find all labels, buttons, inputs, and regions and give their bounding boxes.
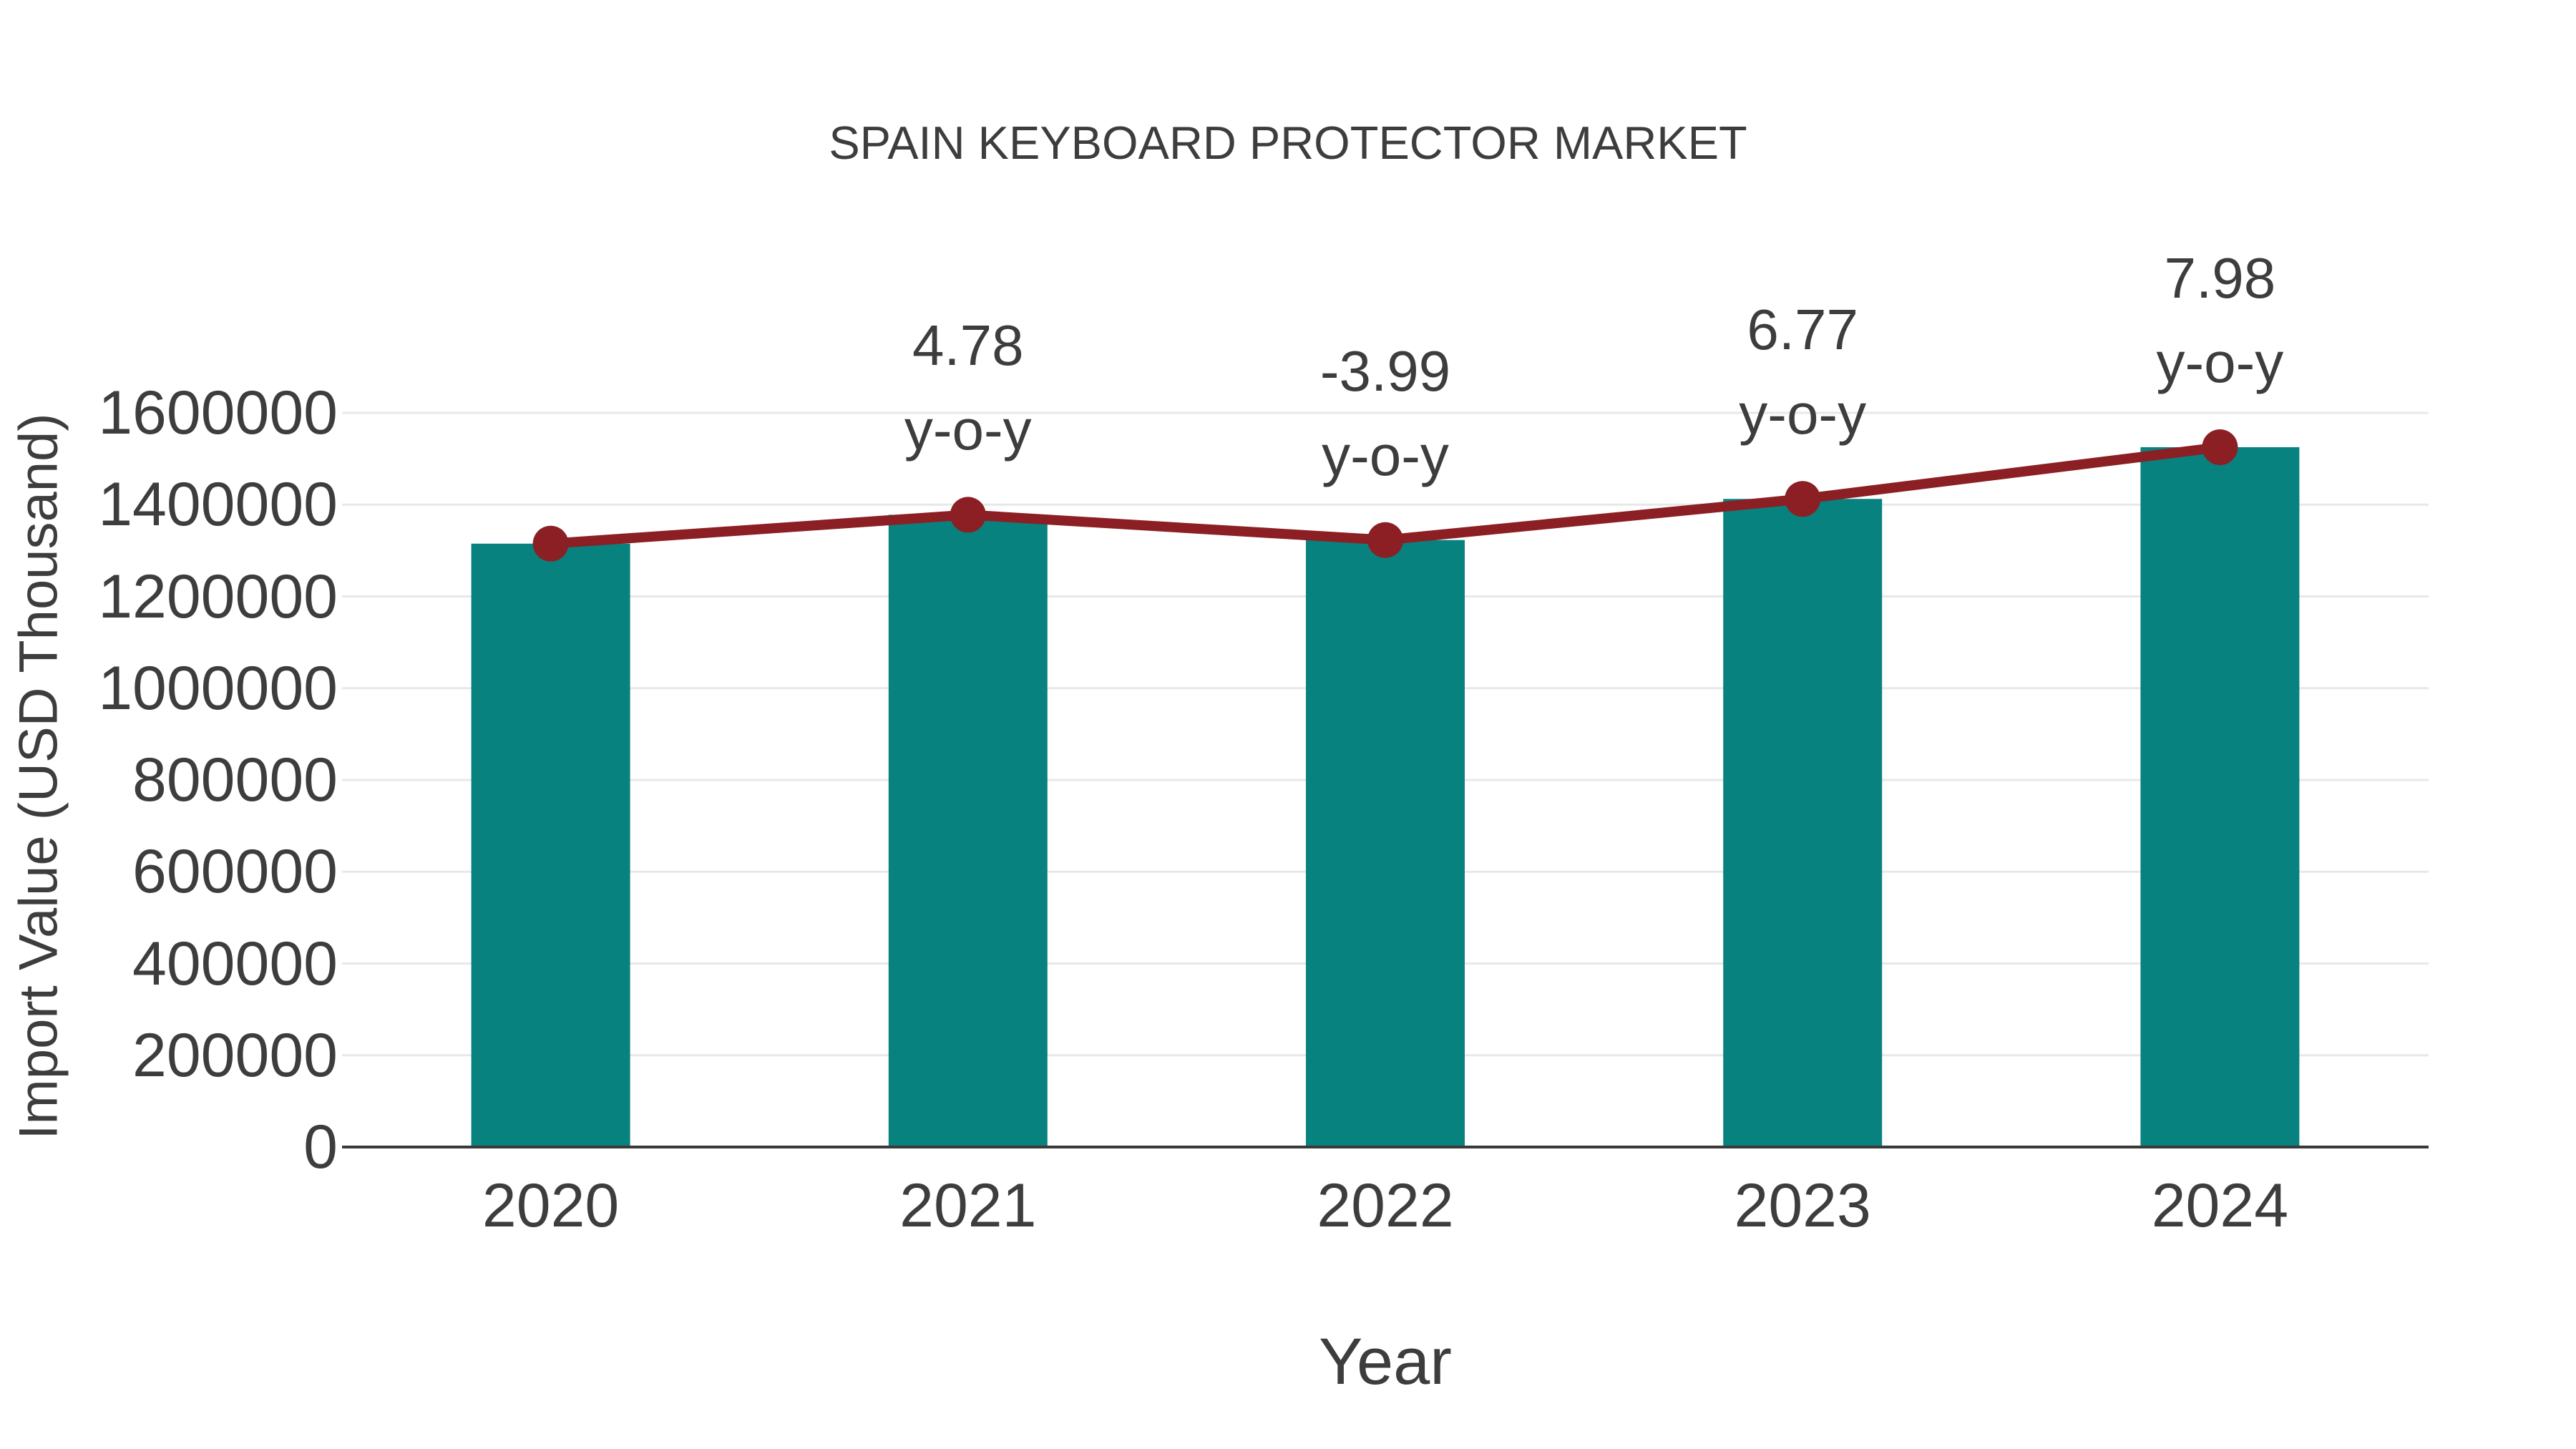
yoy-suffix: y-o-y	[2156, 330, 2284, 394]
bar-2024	[2140, 447, 2300, 1147]
marker-2023	[1785, 481, 1821, 517]
yoy-value: 7.98	[2164, 245, 2276, 310]
yoy-annotation-2024: 7.98 y-o-y	[2005, 236, 2434, 405]
x-axis-title: Year	[1319, 1325, 1452, 1398]
yoy-suffix: y-o-y	[904, 398, 1032, 462]
marker-2022	[1367, 522, 1403, 558]
y-tick-label-1200000: 1200000	[98, 562, 338, 631]
yoy-suffix: y-o-y	[1739, 382, 1867, 447]
bars	[471, 447, 2300, 1147]
bar-2022	[1306, 540, 1465, 1147]
yoy-suffix: y-o-y	[1322, 423, 1449, 487]
yoy-value: 6.77	[1747, 298, 1859, 362]
x-tick-label-2020: 2020	[482, 1171, 620, 1240]
bar-2021	[888, 514, 1048, 1147]
bar-2020	[471, 543, 630, 1147]
y-tick-label-1400000: 1400000	[98, 470, 338, 540]
yoy-annotation-2021: 4.78 y-o-y	[753, 303, 1183, 472]
marker-2024	[2202, 429, 2238, 465]
marker-2020	[532, 525, 569, 562]
trend-line	[532, 429, 2238, 562]
chart-title: SPAIN KEYBOARD PROTECTOR MARKET	[829, 117, 1747, 169]
x-tick-label-2024: 2024	[2151, 1171, 2289, 1240]
yoy-annotation-2022: -3.99 y-o-y	[1171, 329, 1600, 498]
y-tick-label-0: 0	[303, 1113, 338, 1181]
x-tick-label-2021: 2021	[899, 1171, 1037, 1240]
y-tick-label-600000: 600000	[132, 837, 338, 907]
yoy-annotation-2023: 6.77 y-o-y	[1588, 288, 2017, 457]
y-tick-label-800000: 800000	[132, 746, 338, 814]
y-axis-title: Import Value (USD Thousand)	[8, 413, 69, 1140]
y-tick-label-1600000: 1600000	[98, 379, 338, 447]
y-tick-label-200000: 200000	[132, 1020, 338, 1090]
y-tick-label-1000000: 1000000	[98, 653, 338, 723]
yoy-value: -3.99	[1319, 338, 1451, 403]
y-tick-label-400000: 400000	[132, 929, 338, 998]
bar-2023	[1723, 499, 1883, 1147]
x-tick-label-2022: 2022	[1317, 1171, 1454, 1240]
yoy-value: 4.78	[912, 313, 1024, 378]
marker-2021	[950, 497, 986, 533]
x-tick-label-2023: 2023	[1734, 1171, 1871, 1240]
